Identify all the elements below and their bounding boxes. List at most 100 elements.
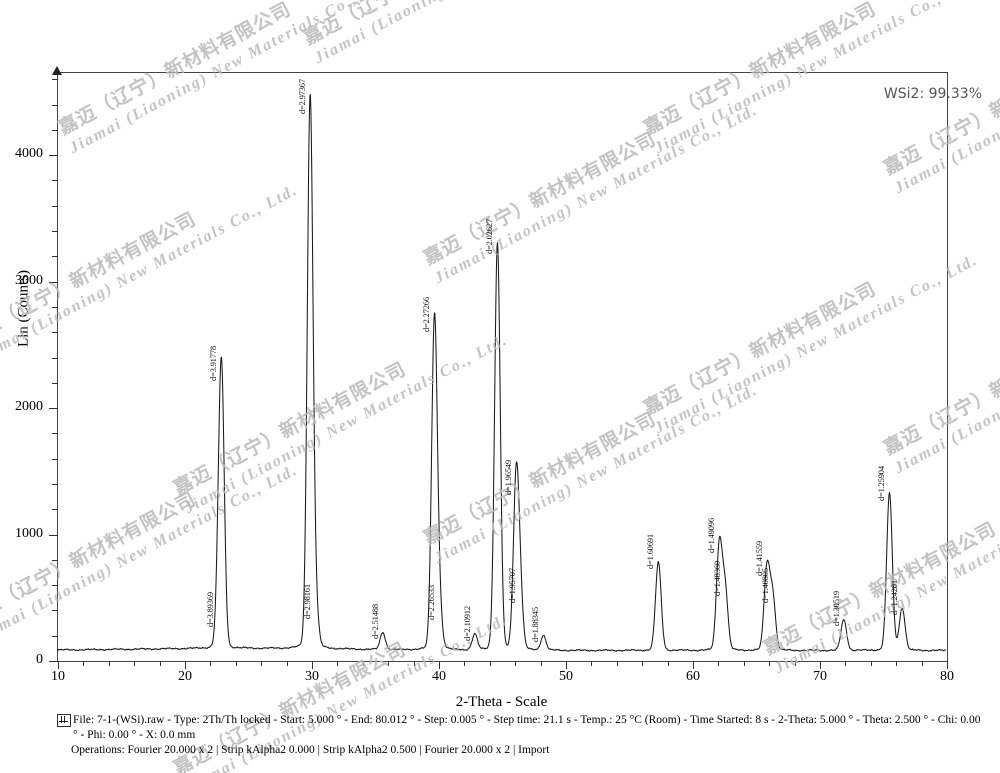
x-axis-tick-label: 60 [686,669,700,684]
peak-d-spacing-label: d=2.51488 [369,604,380,640]
peak-d-spacing-label: d=1.24201 [889,579,900,615]
peak-d-spacing-label: d=1.25904 [876,466,887,501]
tick-mark [337,661,339,666]
peak-d-spacing-label: d=2.27266 [421,296,432,332]
tick-mark [52,205,58,207]
tick-mark [591,661,593,666]
y-axis-tick-label: 0 [36,652,43,667]
tick-mark [947,661,948,669]
peak-d-spacing-label: d=1.60691 [645,534,656,570]
tick-mark [49,155,58,157]
peak-d-spacing-label: d=1.49096 [706,517,717,553]
scan-parameters-footer: File: 7-1-(WSi).raw - Type: 2Th/Th locke… [57,713,987,758]
tick-mark [896,661,898,666]
tick-mark [52,231,58,233]
tick-mark [388,661,390,666]
tick-mark [845,661,847,666]
tick-mark [210,661,212,666]
y-axis-arrow-icon [52,66,62,75]
peak-d-spacing-label: d=1.95707 [506,568,517,604]
peak-d-spacing-label: d=2.26533 [426,584,437,620]
tick-mark [52,79,58,81]
watermark-cn: 嘉迈（辽宁）新材料有限公司 [300,0,632,51]
tick-mark [58,661,59,669]
tick-mark [693,661,694,669]
peak-d-spacing-label: d=1.48360 [712,560,723,596]
tick-mark [540,661,542,666]
tick-mark [794,661,796,666]
y-axis-tick-label: 3000 [15,272,43,288]
tick-mark [52,382,58,384]
tick-mark [312,661,313,669]
tick-mark [489,661,491,666]
tick-mark [52,509,58,511]
peak-d-spacing-label: d=2.97367 [297,79,308,115]
peak-d-spacing-label: d=1.88345 [530,607,541,642]
tick-mark [820,661,821,669]
footer-line-1: File: 7-1-(WSi).raw - Type: 2Th/Th locke… [73,714,981,741]
tick-mark [515,661,517,666]
x-axis-tick-label: 50 [559,669,573,684]
tick-mark [49,534,58,536]
plot-area: 10 20 30 40 50 60 70 80 0 1000 2000 3000 4000 [15,72,954,684]
x-axis-tick-label: 80 [940,669,954,684]
x-axis-tick-label: 10 [51,669,65,684]
tick-mark [921,661,923,666]
tick-mark [52,104,58,106]
tick-mark [52,129,58,131]
x-axis-tick-label: 20 [178,669,192,684]
tick-mark [235,661,237,666]
tick-mark [134,661,136,666]
tick-mark [52,585,58,587]
xrd-pattern-curve [57,94,946,652]
composition-label: WSi2: 99.33% [883,86,982,102]
peak-d-spacing-label: d=2.02627 [484,219,495,255]
tick-mark [718,661,720,666]
tick-mark [52,256,58,258]
tick-mark [667,661,669,666]
pattern-legend-icon [57,714,71,727]
tick-mark [185,661,186,669]
tick-mark [52,357,58,359]
x-axis-tick-label: 70 [813,669,827,684]
tick-mark [52,332,58,334]
watermark-en: Jiamai (Liaoning) New Materials Co., Ltd… [311,0,642,69]
tick-mark [49,408,58,410]
tick-mark [743,661,745,666]
tick-mark [52,610,58,612]
y-axis-title: Lin (Counts) [15,269,32,348]
tick-mark [159,661,161,666]
tick-mark [83,661,85,666]
tick-mark [261,661,263,666]
tick-mark [286,661,288,666]
tick-mark [769,661,771,666]
footer-line-2: Operations: Fourier 20.000 x 2 | Strip k… [71,744,550,756]
peak-d-spacing-label: d=3.91778 [208,345,219,381]
tick-mark [52,483,58,485]
y-axis-tick-label: 2000 [15,399,43,415]
tick-mark [616,661,618,666]
x-axis-tick-label: 30 [305,669,319,684]
pattern-trace [57,94,946,652]
x-axis-tick-label: 40 [432,669,446,684]
peak-d-spacing-label: d=2.10912 [461,606,472,642]
tick-mark [413,661,415,666]
tick-mark [642,661,644,666]
tick-mark [52,635,58,637]
tick-mark [464,661,466,666]
tick-mark [108,661,110,666]
tick-mark [49,281,58,283]
peak-d-spacing-label: d=1.96549 [503,459,514,495]
peak-d-spacing-label: d=1.40805 [759,568,770,604]
tick-mark [362,661,364,666]
x-axis-title: 2-Theta - Scale [455,694,548,710]
peak-d-spacing-label: d=1.30519 [830,591,841,627]
peak-d-spacing-label: d=3.89369 [205,592,216,628]
tick-mark [49,661,58,662]
tick-mark [566,661,567,669]
y-axis-tick-label: 4000 [15,146,43,162]
tick-mark [52,180,58,182]
tick-mark [52,306,58,308]
tick-mark [870,661,872,666]
